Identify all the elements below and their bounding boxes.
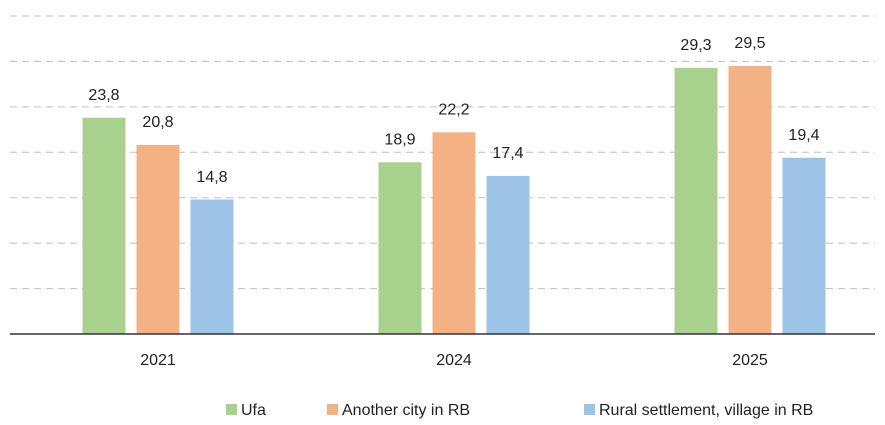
x-tick-label: 2025 [732, 352, 768, 369]
bar [674, 67, 718, 334]
bar [82, 117, 126, 334]
x-tick-label: 2024 [436, 352, 472, 369]
data-label: 22,2 [438, 102, 469, 119]
data-label: 17,4 [492, 145, 523, 162]
legend-label: Rural settlement, village in RB [599, 402, 813, 419]
data-label: 23,8 [88, 87, 119, 104]
data-label: 29,5 [734, 35, 765, 52]
x-tick-label: 2021 [140, 352, 176, 369]
bar [782, 157, 826, 334]
legend-swatch [226, 404, 237, 415]
legend-swatch [584, 404, 595, 415]
data-label: 29,3 [680, 37, 711, 54]
legend-swatch [327, 404, 338, 415]
legend-label: Ufa [241, 402, 266, 419]
bar [136, 145, 180, 334]
data-label: 20,8 [142, 114, 173, 131]
data-label: 14,8 [196, 169, 227, 186]
bar [728, 65, 772, 334]
data-label: 19,4 [788, 127, 819, 144]
bar [486, 175, 530, 334]
bar [378, 162, 422, 334]
data-label: 18,9 [384, 131, 415, 148]
bar [190, 199, 234, 334]
legend-label: Another city in RB [342, 402, 470, 419]
bar [432, 132, 476, 334]
